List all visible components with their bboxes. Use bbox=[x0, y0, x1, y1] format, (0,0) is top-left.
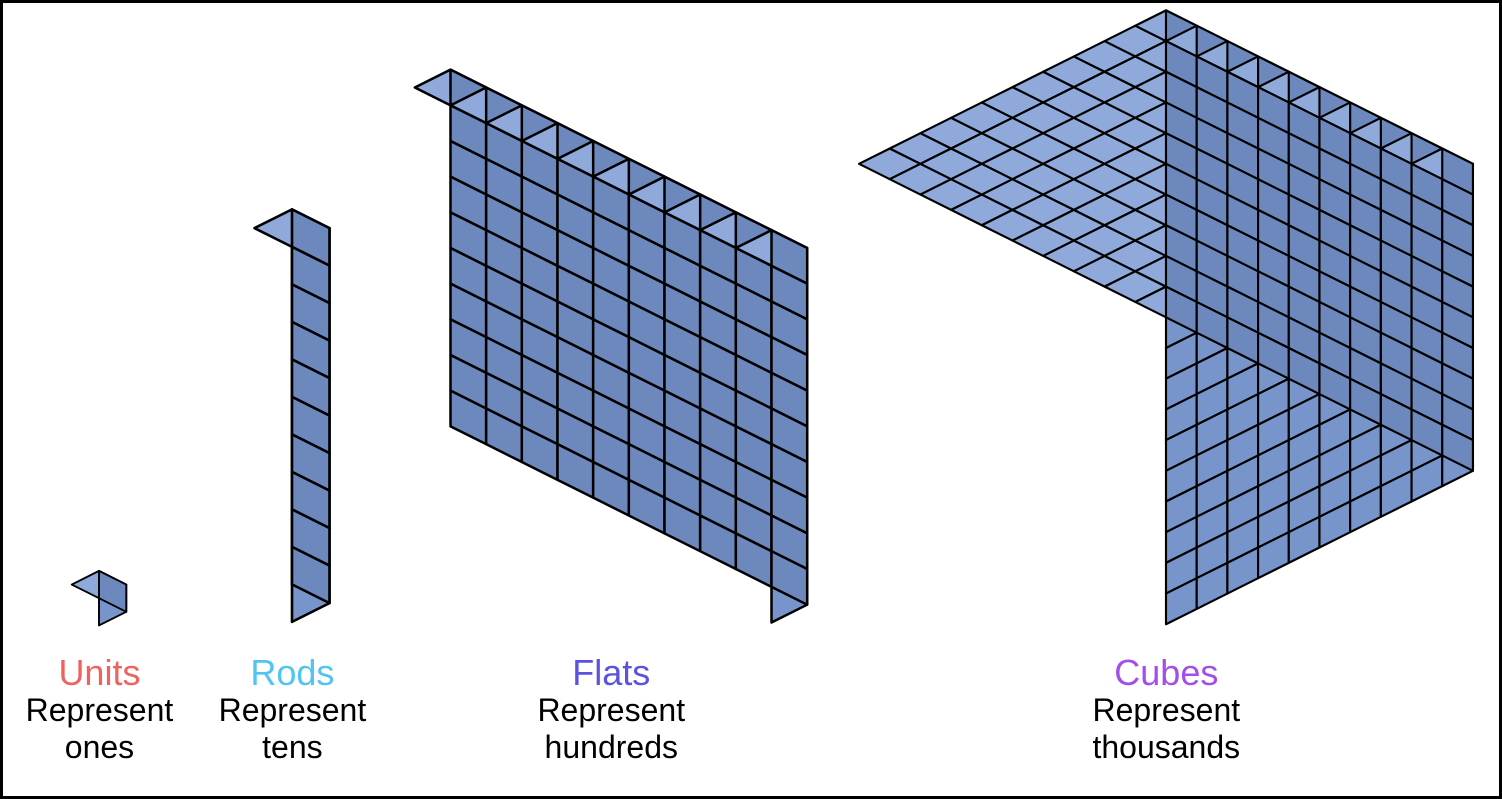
item-units: UnitsRepresentones bbox=[26, 575, 174, 766]
rods-block bbox=[251, 215, 334, 635]
flats-title: Flats bbox=[572, 653, 650, 693]
units-title: Units bbox=[58, 653, 140, 693]
cubes-title: Cubes bbox=[1114, 653, 1218, 693]
item-rods: RodsRepresenttens bbox=[219, 215, 367, 766]
flats-sub1: Represent bbox=[537, 692, 685, 729]
units-block bbox=[69, 575, 129, 635]
item-cubes: CubesRepresentthousands bbox=[856, 15, 1476, 766]
item-flats: FlatsRepresenthundreds bbox=[412, 75, 812, 766]
flats-sub2: hundreds bbox=[545, 729, 678, 766]
rods-sub2: tens bbox=[262, 729, 322, 766]
units-sub2: ones bbox=[65, 729, 134, 766]
cubes-sub1: Represent bbox=[1092, 692, 1240, 729]
items-row: UnitsRepresentonesRodsRepresenttensFlats… bbox=[3, 15, 1499, 766]
cubes-sub2: thousands bbox=[1092, 729, 1240, 766]
units-sub1: Represent bbox=[26, 692, 174, 729]
cubes-block bbox=[856, 15, 1476, 635]
rods-sub1: Represent bbox=[219, 692, 367, 729]
rods-title: Rods bbox=[250, 653, 334, 693]
diagram-frame: UnitsRepresentonesRodsRepresenttensFlats… bbox=[0, 0, 1502, 799]
flats-block bbox=[412, 75, 812, 635]
